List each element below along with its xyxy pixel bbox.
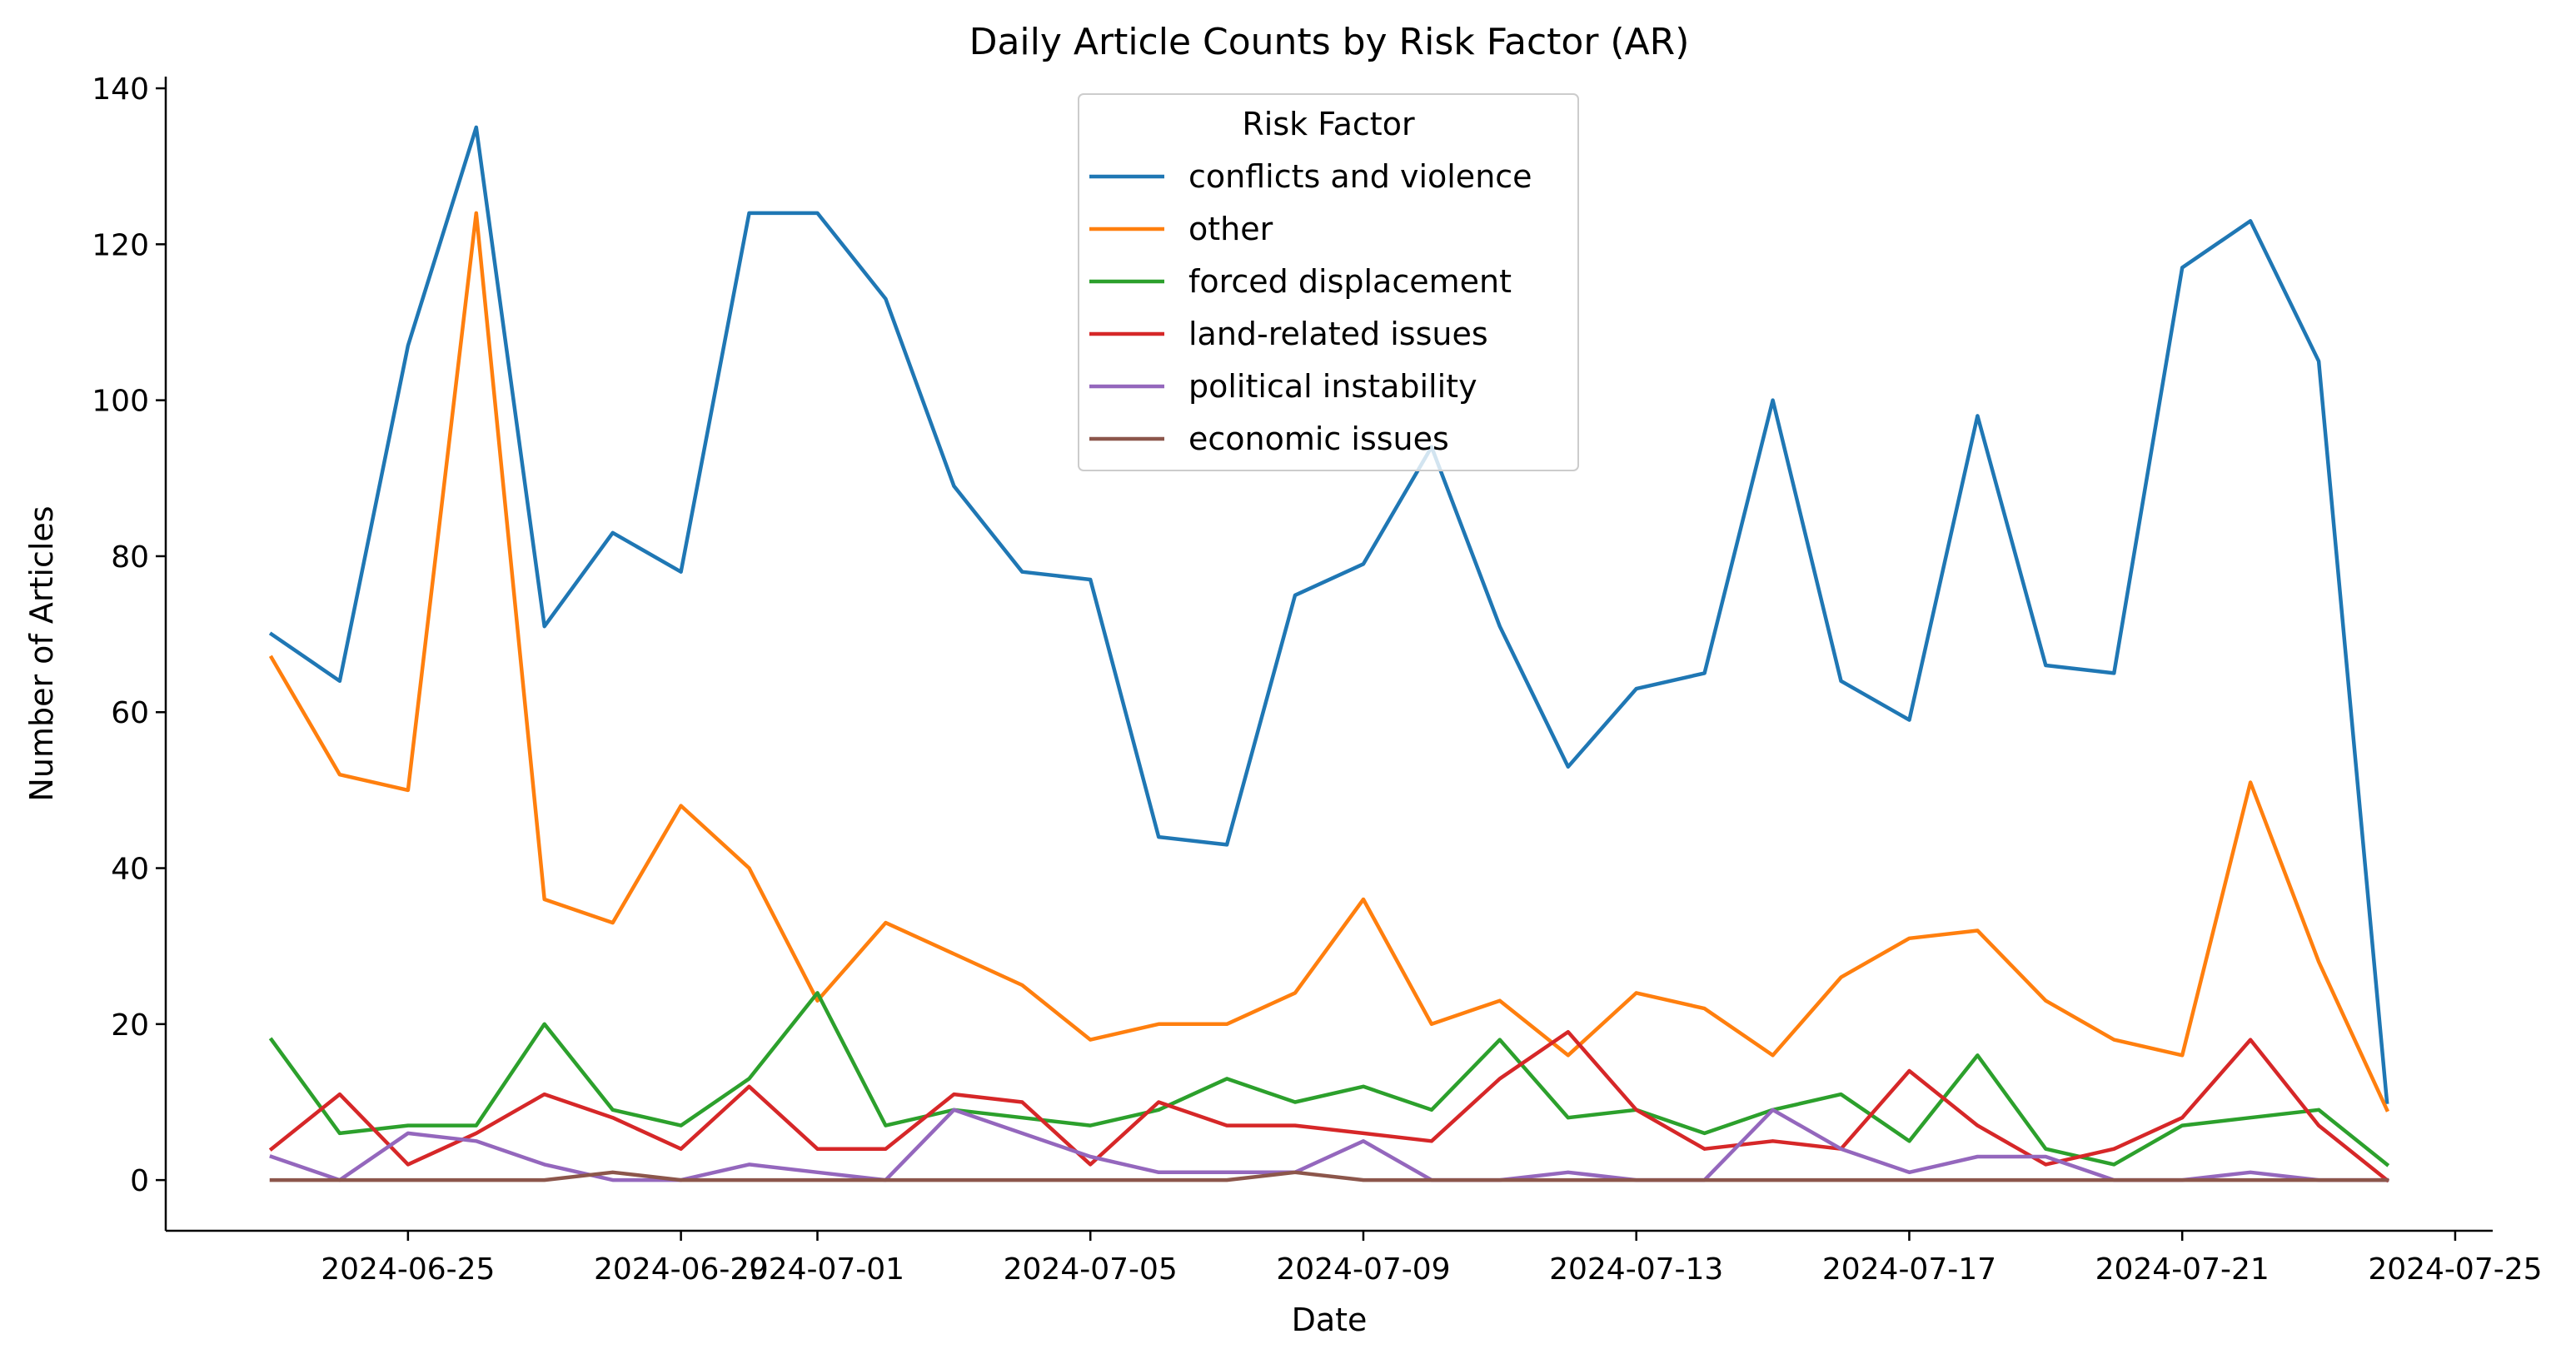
series-line-1	[268, 211, 2389, 1113]
legend-label: other	[1188, 211, 1273, 247]
series-lines	[268, 125, 2390, 1183]
legend-label: conflicts and violence	[1188, 158, 1532, 195]
x-tick-label: 2024-07-25	[2368, 1252, 2542, 1287]
series-line-5	[269, 1170, 2389, 1182]
legend-label: economic issues	[1188, 421, 1449, 457]
legend-title: Risk Factor	[1242, 106, 1415, 142]
legend-box	[1078, 93, 1579, 471]
y-tick-label: 120	[92, 228, 149, 262]
x-tick-label: 2024-07-13	[1549, 1252, 1723, 1287]
y-tick-label: 60	[111, 696, 149, 730]
x-tick-label: 2024-06-25	[321, 1252, 495, 1287]
legend-label: political instability	[1188, 368, 1477, 405]
legend: Risk Factor conflicts and violence other f…	[1078, 93, 1579, 471]
chart-title: Daily Article Counts by Risk Factor (AR)	[969, 21, 1690, 63]
y-tick-label: 80	[111, 540, 149, 575]
series-line-2	[268, 991, 2390, 1167]
y-ticks: 0 20 40 60 80 100 120 140	[92, 72, 166, 1198]
axes	[164, 77, 2493, 1232]
y-tick-label: 140	[92, 72, 149, 107]
x-tick-label: 2024-07-05	[1004, 1252, 1178, 1287]
x-tick-label: 2024-07-21	[2095, 1252, 2270, 1287]
x-tick-label: 2024-07-17	[1822, 1252, 1996, 1287]
x-axis-label: Date	[1292, 1302, 1368, 1338]
y-tick-label: 40	[111, 853, 149, 887]
x-tick-label: 2024-06-29	[594, 1252, 768, 1287]
x-tick-label: 2024-07-09	[1276, 1252, 1450, 1287]
y-tick-label: 20	[111, 1008, 149, 1043]
y-tick-label: 100	[92, 385, 149, 419]
legend-label: forced displacement	[1188, 263, 1512, 300]
y-axis-label: Number of Articles	[23, 505, 60, 801]
x-tick-label: 2024-07-01	[730, 1252, 904, 1287]
y-tick-label: 0	[130, 1164, 149, 1198]
series-line-4	[269, 1108, 2389, 1182]
series-line-0	[268, 125, 2389, 1104]
legend-label: land-related issues	[1188, 316, 1488, 352]
